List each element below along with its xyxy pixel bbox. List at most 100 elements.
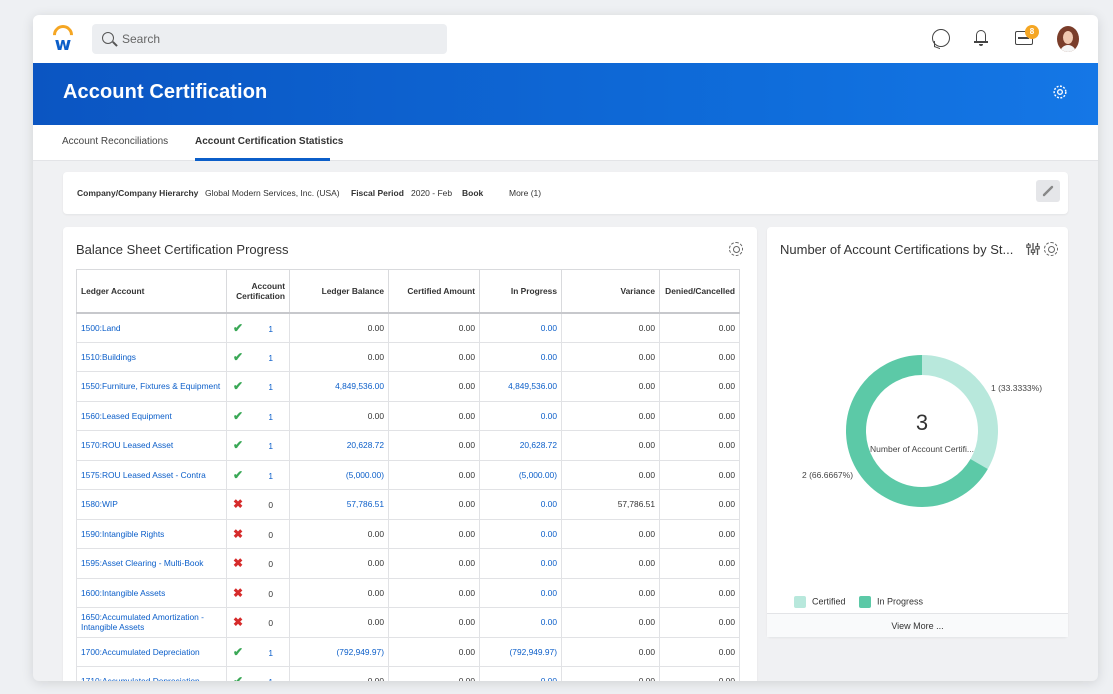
edit-filters-button[interactable]	[1036, 180, 1060, 202]
ledger-account-link[interactable]: 1595:Asset Clearing - Multi-Book	[76, 548, 227, 579]
in-progress-cell[interactable]: 20,628.72	[479, 430, 562, 461]
ledger-account-link[interactable]: 1570:ROU Leased Asset	[76, 430, 227, 461]
ledger-account-link[interactable]: 1590:Intangible Rights	[76, 518, 227, 549]
certification-count[interactable]: 1	[268, 382, 273, 393]
legend-item-in-progress[interactable]: In Progress	[859, 596, 923, 608]
in-progress-cell[interactable]: 0.00	[479, 341, 562, 372]
tab-account-certification-statistics[interactable]: Account Certification Statistics	[195, 136, 344, 147]
cross-icon: ✖	[233, 615, 244, 630]
ledger-balance-cell: 0.00	[289, 666, 389, 681]
donut-chart: 3 Number of Account Certifi... 1 (33.333…	[802, 355, 1042, 507]
certified-amount-cell: 0.00	[388, 636, 480, 667]
column-header[interactable]: Variance	[561, 269, 660, 314]
certification-count: 0	[268, 559, 273, 570]
in-progress-cell[interactable]: 0.00	[479, 400, 562, 431]
variance-cell: 0.00	[561, 430, 660, 461]
ledger-balance-cell[interactable]: (5,000.00)	[289, 459, 389, 490]
variance-cell: 0.00	[561, 459, 660, 490]
certification-progress-table: Ledger Account Account Certification Led…	[76, 269, 740, 681]
ledger-balance-cell[interactable]: 57,786.51	[289, 489, 389, 520]
ledger-account-link[interactable]: 1500:Land	[76, 312, 227, 343]
denied-cancelled-cell: 0.00	[659, 548, 740, 579]
column-header[interactable]: Denied/Cancelled	[659, 269, 740, 314]
workday-logo[interactable]: w	[48, 20, 78, 55]
certification-count[interactable]: 1	[268, 411, 273, 422]
panel-settings-gear-icon[interactable]	[729, 242, 743, 256]
certification-cell: ✖ 0	[226, 518, 290, 549]
in-progress-cell[interactable]: 0.00	[479, 548, 562, 579]
donut-slice-in-progress[interactable]	[846, 355, 988, 507]
ledger-account-link[interactable]: 1650:Accumulated Amortization - Intangib…	[76, 607, 227, 638]
slice-label-certified: 1 (33.3333%)	[991, 383, 1042, 393]
fiscal-period-value: 2020 - Feb	[411, 188, 453, 198]
certification-cell: ✔1	[226, 636, 290, 667]
certified-amount-cell: 0.00	[388, 341, 480, 372]
in-progress-cell[interactable]: 0.00	[479, 518, 562, 549]
certification-count: 0	[268, 529, 273, 540]
donut-slice-certified[interactable]	[921, 355, 998, 469]
legend-label: Certified	[812, 596, 846, 607]
ledger-account-link[interactable]: 1510:Buildings	[76, 341, 227, 372]
certification-count: 0	[268, 588, 273, 599]
column-header[interactable]: In Progress	[479, 269, 562, 314]
in-progress-cell[interactable]: (5,000.00)	[479, 459, 562, 490]
column-header[interactable]: Ledger Account	[76, 269, 227, 314]
table-row: 1600:Intangible Assets ✖ 0 0.00 0.00 0.00 0.00…	[76, 577, 740, 608]
more-filters-link[interactable]: More (1)	[509, 188, 542, 198]
user-avatar[interactable]	[1057, 26, 1079, 52]
legend-swatch-certified	[794, 596, 806, 608]
donut-center-label: Number of Account Certifi...	[870, 444, 974, 454]
in-progress-cell[interactable]: 0.00	[479, 607, 562, 638]
ledger-account-link[interactable]: 1550:Furniture, Fixtures & Equipment	[76, 371, 227, 402]
certification-cell: ✔1	[226, 341, 290, 372]
in-progress-cell[interactable]: 0.00	[479, 312, 562, 343]
certification-cell: ✖ 0	[226, 577, 290, 608]
column-header[interactable]: Certified Amount	[388, 269, 480, 314]
certification-count[interactable]: 1	[268, 352, 273, 363]
check-icon: ✔	[233, 644, 244, 659]
certification-count[interactable]: 1	[268, 470, 273, 481]
check-icon: ✔	[233, 408, 244, 423]
search-input[interactable]	[122, 30, 432, 48]
inbox-count-badge: 8	[1025, 25, 1039, 39]
panel-title: Balance Sheet Certification Progress	[76, 242, 289, 257]
settings-gear-icon[interactable]	[1051, 83, 1069, 101]
certified-amount-cell: 0.00	[388, 489, 480, 520]
denied-cancelled-cell: 0.00	[659, 489, 740, 520]
in-progress-cell[interactable]: 4,849,536.00	[479, 371, 562, 402]
ledger-account-link[interactable]: 1580:WIP	[76, 489, 227, 520]
in-progress-cell[interactable]: 0.00	[479, 577, 562, 608]
ledger-balance-cell[interactable]: 20,628.72	[289, 430, 389, 461]
search-box[interactable]	[92, 24, 447, 54]
chart-settings-gear-icon[interactable]	[1044, 242, 1058, 256]
certification-count[interactable]: 1	[268, 441, 273, 452]
chart-filter-icon[interactable]	[1026, 242, 1040, 256]
ledger-account-link[interactable]: 1600:Intangible Assets	[76, 577, 227, 608]
certification-count[interactable]: 1	[249, 677, 273, 681]
chat-icon[interactable]	[932, 29, 950, 47]
column-header[interactable]: Account Certification	[226, 269, 290, 314]
ledger-account-link[interactable]: 1710:Accumulated Depreciation -	[76, 666, 227, 681]
in-progress-cell[interactable]: 0.00	[479, 489, 562, 520]
tab-account-reconciliations[interactable]: Account Reconciliations	[62, 136, 169, 147]
certification-count[interactable]: 1	[268, 323, 273, 334]
ledger-balance-cell[interactable]: (792,949.97)	[289, 636, 389, 667]
denied-cancelled-cell: 0.00	[659, 577, 740, 608]
certified-amount-cell: 0.00	[388, 400, 480, 431]
notifications-bell-icon[interactable]	[974, 29, 988, 47]
page-header-banner: Account Certification	[33, 63, 1098, 125]
certification-count[interactable]: 1	[268, 647, 273, 658]
cross-icon: ✖	[233, 556, 244, 571]
ledger-account-link[interactable]: 1560:Leased Equipment	[76, 400, 227, 431]
view-more-button[interactable]: View More ...	[767, 613, 1068, 637]
legend-item-certified[interactable]: Certified	[794, 596, 846, 608]
table-row: 1710:Accumulated Depreciation -✔10.000.0…	[76, 666, 740, 681]
ledger-balance-cell: 0.00	[289, 577, 389, 608]
ledger-account-link[interactable]: 1575:ROU Leased Asset - Contra	[76, 459, 227, 490]
ledger-account-link[interactable]: 1700:Accumulated Depreciation	[76, 636, 227, 667]
ledger-balance-cell[interactable]: 4,849,536.00	[289, 371, 389, 402]
certification-count: 0	[268, 500, 273, 511]
in-progress-cell[interactable]: 0.00	[479, 666, 562, 681]
in-progress-cell[interactable]: (792,949.97)	[479, 636, 562, 667]
column-header[interactable]: Ledger Balance	[289, 269, 389, 314]
